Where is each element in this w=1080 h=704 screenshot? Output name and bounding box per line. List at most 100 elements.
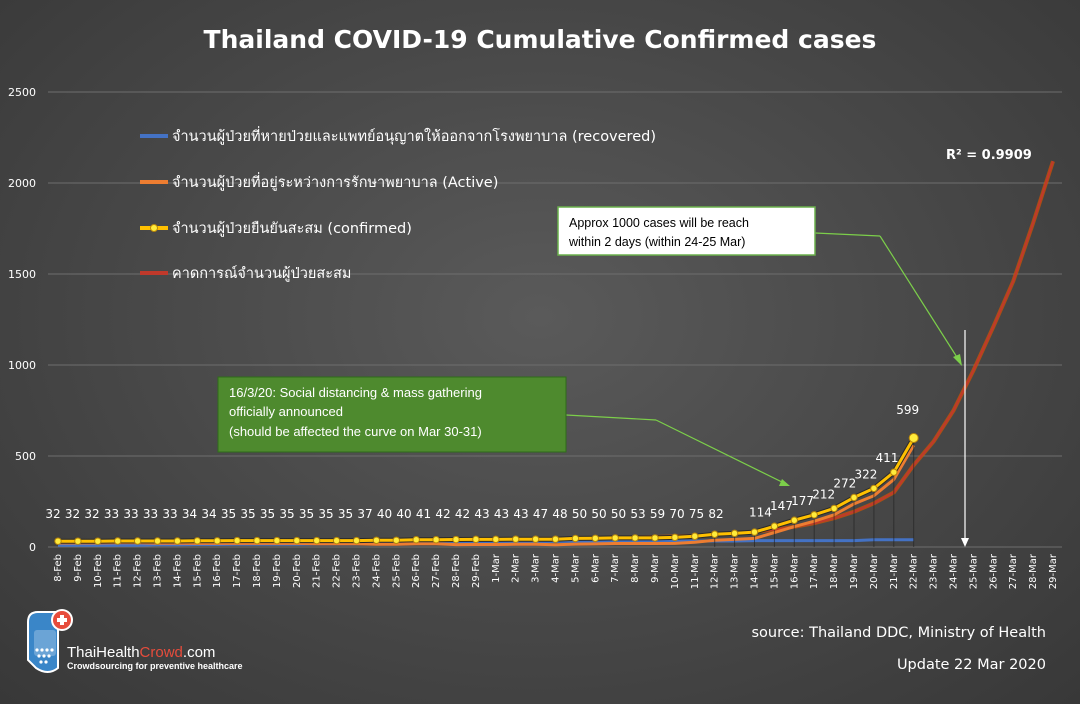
data-label: 32 — [65, 507, 80, 521]
y-tick-label: 500 — [15, 450, 36, 463]
confirmed-point — [691, 532, 699, 540]
y-tick-label: 1000 — [8, 359, 36, 372]
x-tick-label: 9-Mar — [650, 553, 661, 583]
data-label: 114 — [749, 505, 772, 519]
forecast-text-line2: within 2 days (within 24-25 Mar) — [568, 235, 745, 249]
x-tick-label: 4-Mar — [551, 553, 562, 583]
x-tick-label: 11-Mar — [690, 553, 701, 589]
health-crowd-logo-icon — [27, 609, 73, 673]
forecast-arrow — [814, 232, 881, 237]
data-label: 599 — [896, 403, 919, 417]
confirmed-point — [711, 530, 719, 538]
confirmed-point — [153, 537, 162, 545]
x-tick-label: 19-Feb — [272, 554, 283, 588]
distancing-annotation: 16/3/20: Social distancing & mass gather… — [217, 376, 790, 486]
x-tick-label: 12-Mar — [710, 553, 721, 589]
brand-name: ThaiHealthCrowd.com — [67, 644, 215, 661]
data-label: 35 — [260, 507, 275, 521]
x-tick-label: 13-Feb — [153, 554, 164, 588]
legend-label: จำนวนผู้ป่วยที่หายป่วยและแพทย์อนุญาตให้อ… — [172, 126, 656, 145]
confirmed-point — [671, 533, 679, 542]
data-label: 48 — [552, 507, 567, 521]
x-tick-label: 23-Mar — [929, 553, 940, 589]
confirmed-point — [750, 528, 759, 536]
x-tick-label: 15-Feb — [192, 554, 203, 588]
x-tick-label: 19-Mar — [849, 553, 860, 589]
confirmed-point — [790, 516, 798, 524]
confirmed-point — [452, 535, 460, 544]
confirmed-point — [273, 536, 281, 545]
update-label: Update 22 Mar 2020 — [897, 657, 1046, 673]
distancing-arrow-head — [779, 479, 790, 486]
brand-tagline: Crowdsourcing for preventive healthcare — [67, 661, 243, 671]
x-tick-label: 28-Mar — [1028, 553, 1039, 589]
legend-label: จำนวนผู้ป่วยยืนยันสะสม (confirmed) — [172, 220, 412, 237]
data-label: 43 — [494, 507, 509, 521]
data-label: 50 — [611, 507, 626, 521]
x-axis: 8-Feb 9-Feb 10-Feb 11-Feb 12-Feb 13-Feb 14-Feb… — [53, 553, 1059, 589]
y-tick-label: 2000 — [8, 177, 36, 190]
confirmed-point — [74, 537, 82, 545]
x-tick-label: 25-Feb — [391, 554, 402, 588]
x-tick-label: 16-Feb — [212, 554, 223, 588]
data-label: 43 — [474, 507, 489, 521]
x-tick-label: 23-Feb — [352, 554, 363, 588]
confirmed-point — [830, 504, 838, 513]
x-tick-label: 17-Feb — [232, 554, 243, 588]
y-axis: 0 500 1000 1500 2000 2500 — [8, 86, 36, 554]
confirmed-point — [492, 535, 500, 544]
data-label: 35 — [318, 507, 333, 521]
x-tick-label: 20-Mar — [869, 553, 880, 589]
x-tick-label: 18-Mar — [829, 553, 840, 589]
x-tick-label: 28-Feb — [451, 554, 462, 588]
distancing-arrow — [565, 414, 657, 421]
data-label: 47 — [533, 507, 548, 521]
data-label: 35 — [299, 507, 314, 521]
confirmed-point — [571, 534, 580, 543]
data-label: 40 — [377, 507, 392, 521]
x-tick-label: 22-Feb — [332, 554, 343, 588]
data-label: 32 — [45, 507, 60, 521]
data-label: 322 — [854, 467, 877, 481]
confirmed-point — [352, 536, 361, 545]
x-tick-label: 27-Mar — [1008, 553, 1019, 589]
data-label: 33 — [143, 507, 158, 521]
distancing-box — [217, 376, 567, 453]
data-label: 75 — [689, 507, 704, 521]
x-tick-label: 15-Mar — [769, 553, 780, 589]
data-label: 272 — [833, 476, 856, 490]
x-tick-label: 14-Mar — [750, 553, 761, 589]
legend-label: จำนวนผู้ป่วยที่อยู่ระหว่างการรักษาพยาบาล… — [172, 172, 498, 191]
brand-com: .com — [183, 644, 216, 661]
x-tick-label: 29-Mar — [1048, 553, 1059, 589]
forecast-box — [557, 206, 816, 256]
data-label: 35 — [221, 507, 236, 521]
x-tick-label: 24-Mar — [949, 553, 960, 589]
legend: จำนวนผู้ป่วยที่หายป่วยและแพทย์อนุญาตให้อ… — [140, 126, 656, 282]
brand-crowd: Crowd — [140, 644, 183, 661]
confirmed-point — [392, 536, 400, 544]
x-tick-label: 17-Mar — [809, 553, 820, 589]
confirmed-point — [372, 536, 381, 544]
y-tick-label: 0 — [29, 541, 36, 554]
confirmed-point — [531, 535, 540, 543]
confirmed-point — [94, 537, 102, 545]
x-tick-label: 11-Feb — [113, 554, 124, 588]
x-tick-label: 1-Mar — [491, 553, 502, 583]
confirmed-point — [631, 534, 639, 542]
data-label: 50 — [572, 507, 587, 521]
x-tick-label: 24-Feb — [371, 554, 382, 588]
confirmed-point — [213, 537, 221, 545]
data-label: 42 — [435, 507, 450, 521]
confirmed-point — [173, 537, 182, 545]
confirmed-point — [293, 536, 301, 545]
x-tick-label: 21-Feb — [312, 554, 323, 588]
data-label: 59 — [650, 507, 665, 521]
confirmed-point — [114, 537, 122, 545]
legend-label: คาดการณ์จำนวนผู้ป่วยสะสม — [172, 265, 351, 282]
confirmed-point — [432, 536, 440, 544]
confirmed-point — [870, 484, 878, 493]
data-label: 33 — [104, 507, 119, 521]
forecast-arrow-line — [879, 235, 961, 363]
data-label: 32 — [84, 507, 99, 521]
